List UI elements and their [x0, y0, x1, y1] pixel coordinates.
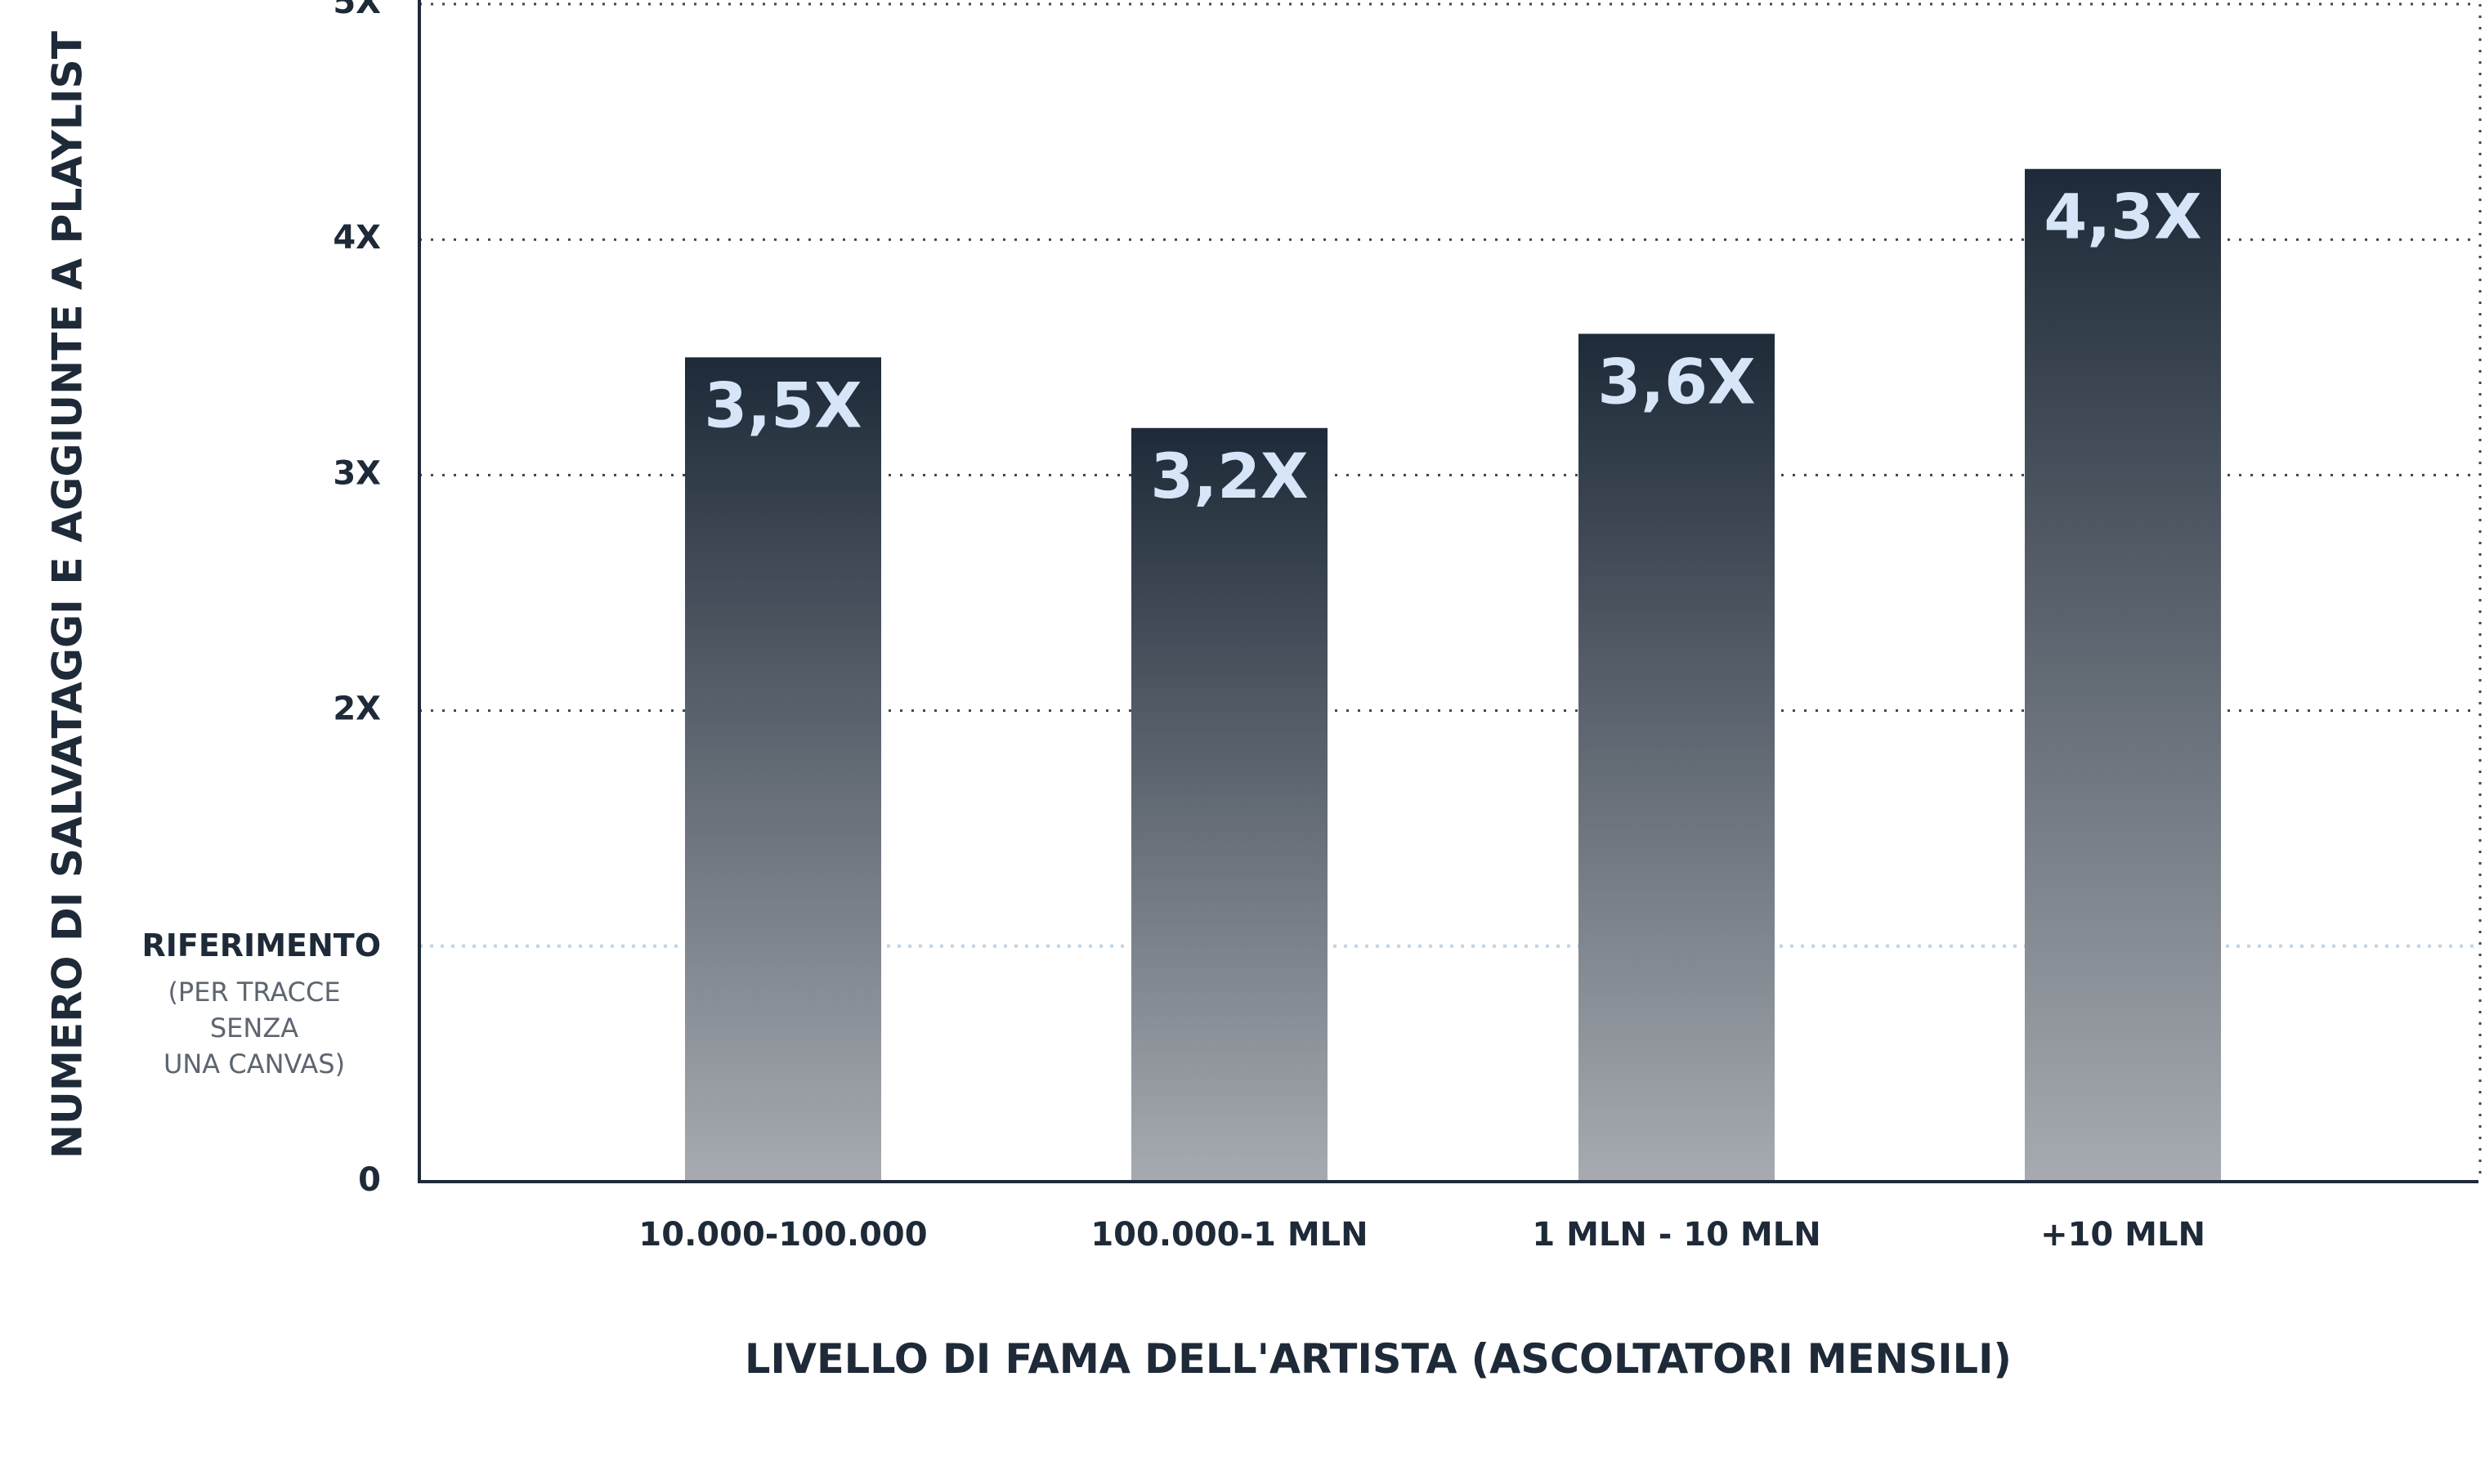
bar	[1131, 427, 1328, 1182]
bars	[685, 168, 2221, 1182]
y-tick-label: 0	[358, 1161, 381, 1199]
bar-value-label: 3,5X	[704, 369, 862, 441]
x-axis-title: LIVELLO DI FAMA DELL'ARTISTA (ASCOLTATOR…	[745, 1335, 2012, 1383]
axes	[418, 0, 2478, 1183]
bar-value-label: 4,3X	[2044, 181, 2201, 253]
x-category-label: +10 MLN	[2040, 1216, 2205, 1254]
y-tick-label: 3X	[333, 454, 381, 492]
x-category-label: 10.000-100.000	[638, 1216, 927, 1254]
bar	[2025, 168, 2221, 1182]
reference-label: RIFERIMENTO	[141, 928, 381, 963]
reference-note-line: SENZA	[210, 1012, 298, 1044]
reference-note-line: (PER TRACCE	[168, 977, 340, 1008]
y-tick-label: 4X	[333, 219, 381, 257]
labels: NUMERO DI SALVATAGGI E AGGIUNTE A PLAYLI…	[44, 0, 2205, 1383]
x-category-label: 1 MLN - 10 MLN	[1532, 1216, 1820, 1254]
bar	[1578, 333, 1775, 1182]
bar-value-label: 3,2X	[1150, 440, 1308, 512]
reference-note-line: UNA CANVAS)	[163, 1048, 345, 1079]
x-category-label: 100.000-1 MLN	[1090, 1216, 1368, 1254]
y-tick-label: 5X	[333, 0, 381, 21]
bar-value-label: 3,6X	[1597, 345, 1755, 418]
y-axis-title: NUMERO DI SALVATAGGI E AGGIUNTE A PLAYLI…	[44, 31, 92, 1159]
y-tick-label: 2X	[333, 691, 381, 728]
bar	[685, 357, 881, 1182]
